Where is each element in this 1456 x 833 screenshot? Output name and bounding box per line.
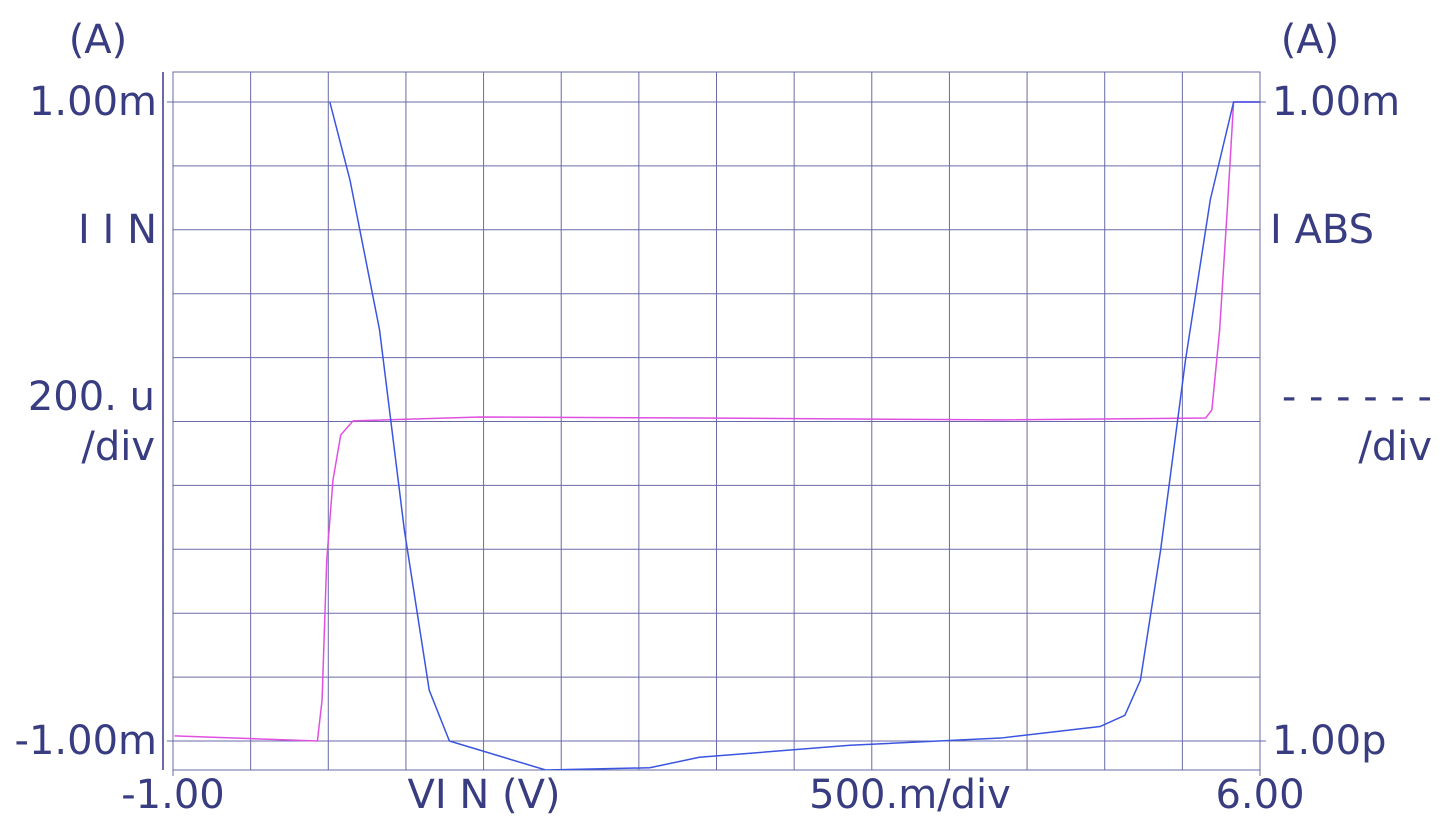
data-line: [174, 101, 1260, 742]
x-tick-label: -1.00: [121, 772, 225, 818]
y-tick-label: 1.00m: [29, 79, 157, 125]
data-line: [329, 101, 1260, 770]
y-tick-label: -1.00m: [15, 718, 157, 764]
y-div-value: 200. u: [28, 374, 155, 420]
y-name: I I N: [78, 207, 157, 253]
y2-unit: (A): [1281, 17, 1340, 63]
y2-div-value: - - - - - -: [1282, 374, 1432, 420]
x-div: 500.m/div: [809, 772, 1011, 818]
x-label: VI N (V): [407, 772, 560, 818]
y-div: /div: [81, 424, 155, 470]
y2-name: I ABS: [1270, 207, 1374, 253]
y2-tick-label: 1.00m: [1272, 79, 1400, 125]
y-unit: (A): [69, 17, 128, 63]
y2-div: /div: [1358, 424, 1432, 470]
x-tick-label: 6.00: [1215, 772, 1304, 818]
plot-area: [174, 101, 1260, 770]
y2-tick-label: 1.00p: [1272, 718, 1386, 764]
